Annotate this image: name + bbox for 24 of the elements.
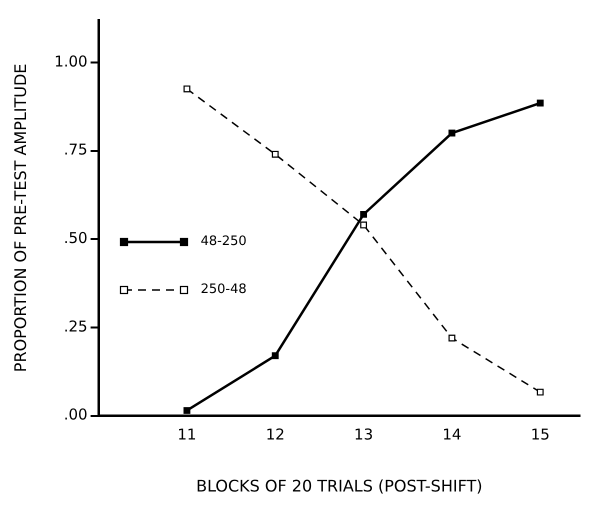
point: [184, 407, 190, 414]
y-axis-title: PROPORTION OF PRE-TEST AMPLITUDE: [10, 64, 30, 372]
point: [272, 352, 279, 360]
x-tick-label: 15: [530, 426, 550, 444]
y-tick-label: .75: [64, 140, 88, 159]
y-tick-label: 1.00: [54, 52, 88, 70]
x-tick-label: 14: [442, 426, 462, 444]
legend-label: 48-250: [200, 234, 247, 250]
point: [448, 334, 456, 342]
y-tick-label: .50: [64, 228, 88, 247]
point: [360, 222, 368, 228]
point: [448, 130, 456, 137]
x-axis-title: BLOCKS OF 20 TRIALS (POST-SHIFT): [196, 476, 483, 496]
point: [184, 85, 190, 92]
x-tick-label: 12: [266, 426, 285, 444]
legend-label: 250-48: [200, 282, 247, 298]
y-tick-label: .25: [64, 317, 88, 336]
y-tick-label: .00: [64, 406, 88, 424]
point: [536, 100, 544, 106]
point: [360, 210, 368, 218]
point: [536, 388, 544, 396]
x-tick-label: 11: [177, 426, 196, 444]
point: [272, 150, 279, 158]
x-tick-label: 13: [354, 426, 374, 444]
